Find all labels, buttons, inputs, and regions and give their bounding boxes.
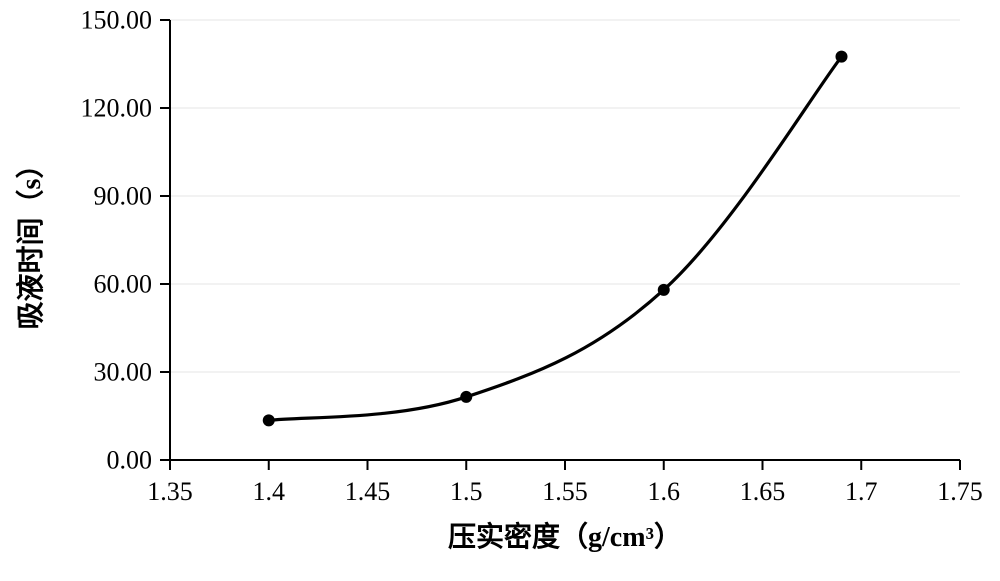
y-tick-label: 90.00 — [94, 182, 153, 211]
x-tick-label: 1.35 — [147, 477, 193, 506]
y-tick-label: 120.00 — [81, 94, 153, 123]
x-tick-label: 1.45 — [345, 477, 391, 506]
x-tick-label: 1.65 — [740, 477, 786, 506]
x-tick-label: 1.75 — [937, 477, 983, 506]
y-tick-label: 30.00 — [94, 358, 153, 387]
x-tick-label: 1.5 — [450, 477, 483, 506]
x-tick-label: 1.4 — [253, 477, 286, 506]
x-axis-label: 压实密度（g/cm³） — [448, 520, 682, 553]
data-point — [836, 51, 848, 63]
x-tick-label: 1.55 — [542, 477, 588, 506]
data-point — [658, 284, 670, 296]
data-point — [263, 414, 275, 426]
y-axis-label: 吸液时间（s） — [14, 151, 47, 330]
chart-container: 1.35 1.4 1.45 1.5 1.55 1.6 1.65 1.7 1.75 0.00 30.0… — [0, 0, 1000, 581]
y-tick-label: 150.00 — [81, 6, 153, 35]
x-tick-label: 1.7 — [845, 477, 878, 506]
y-tick-label: 60.00 — [94, 270, 153, 299]
x-tick-label: 1.6 — [648, 477, 681, 506]
line-chart: 1.35 1.4 1.45 1.5 1.55 1.6 1.65 1.7 1.75 0.00 30.0… — [0, 0, 1000, 581]
data-point — [460, 391, 472, 403]
y-tick-label: 0.00 — [107, 446, 153, 475]
